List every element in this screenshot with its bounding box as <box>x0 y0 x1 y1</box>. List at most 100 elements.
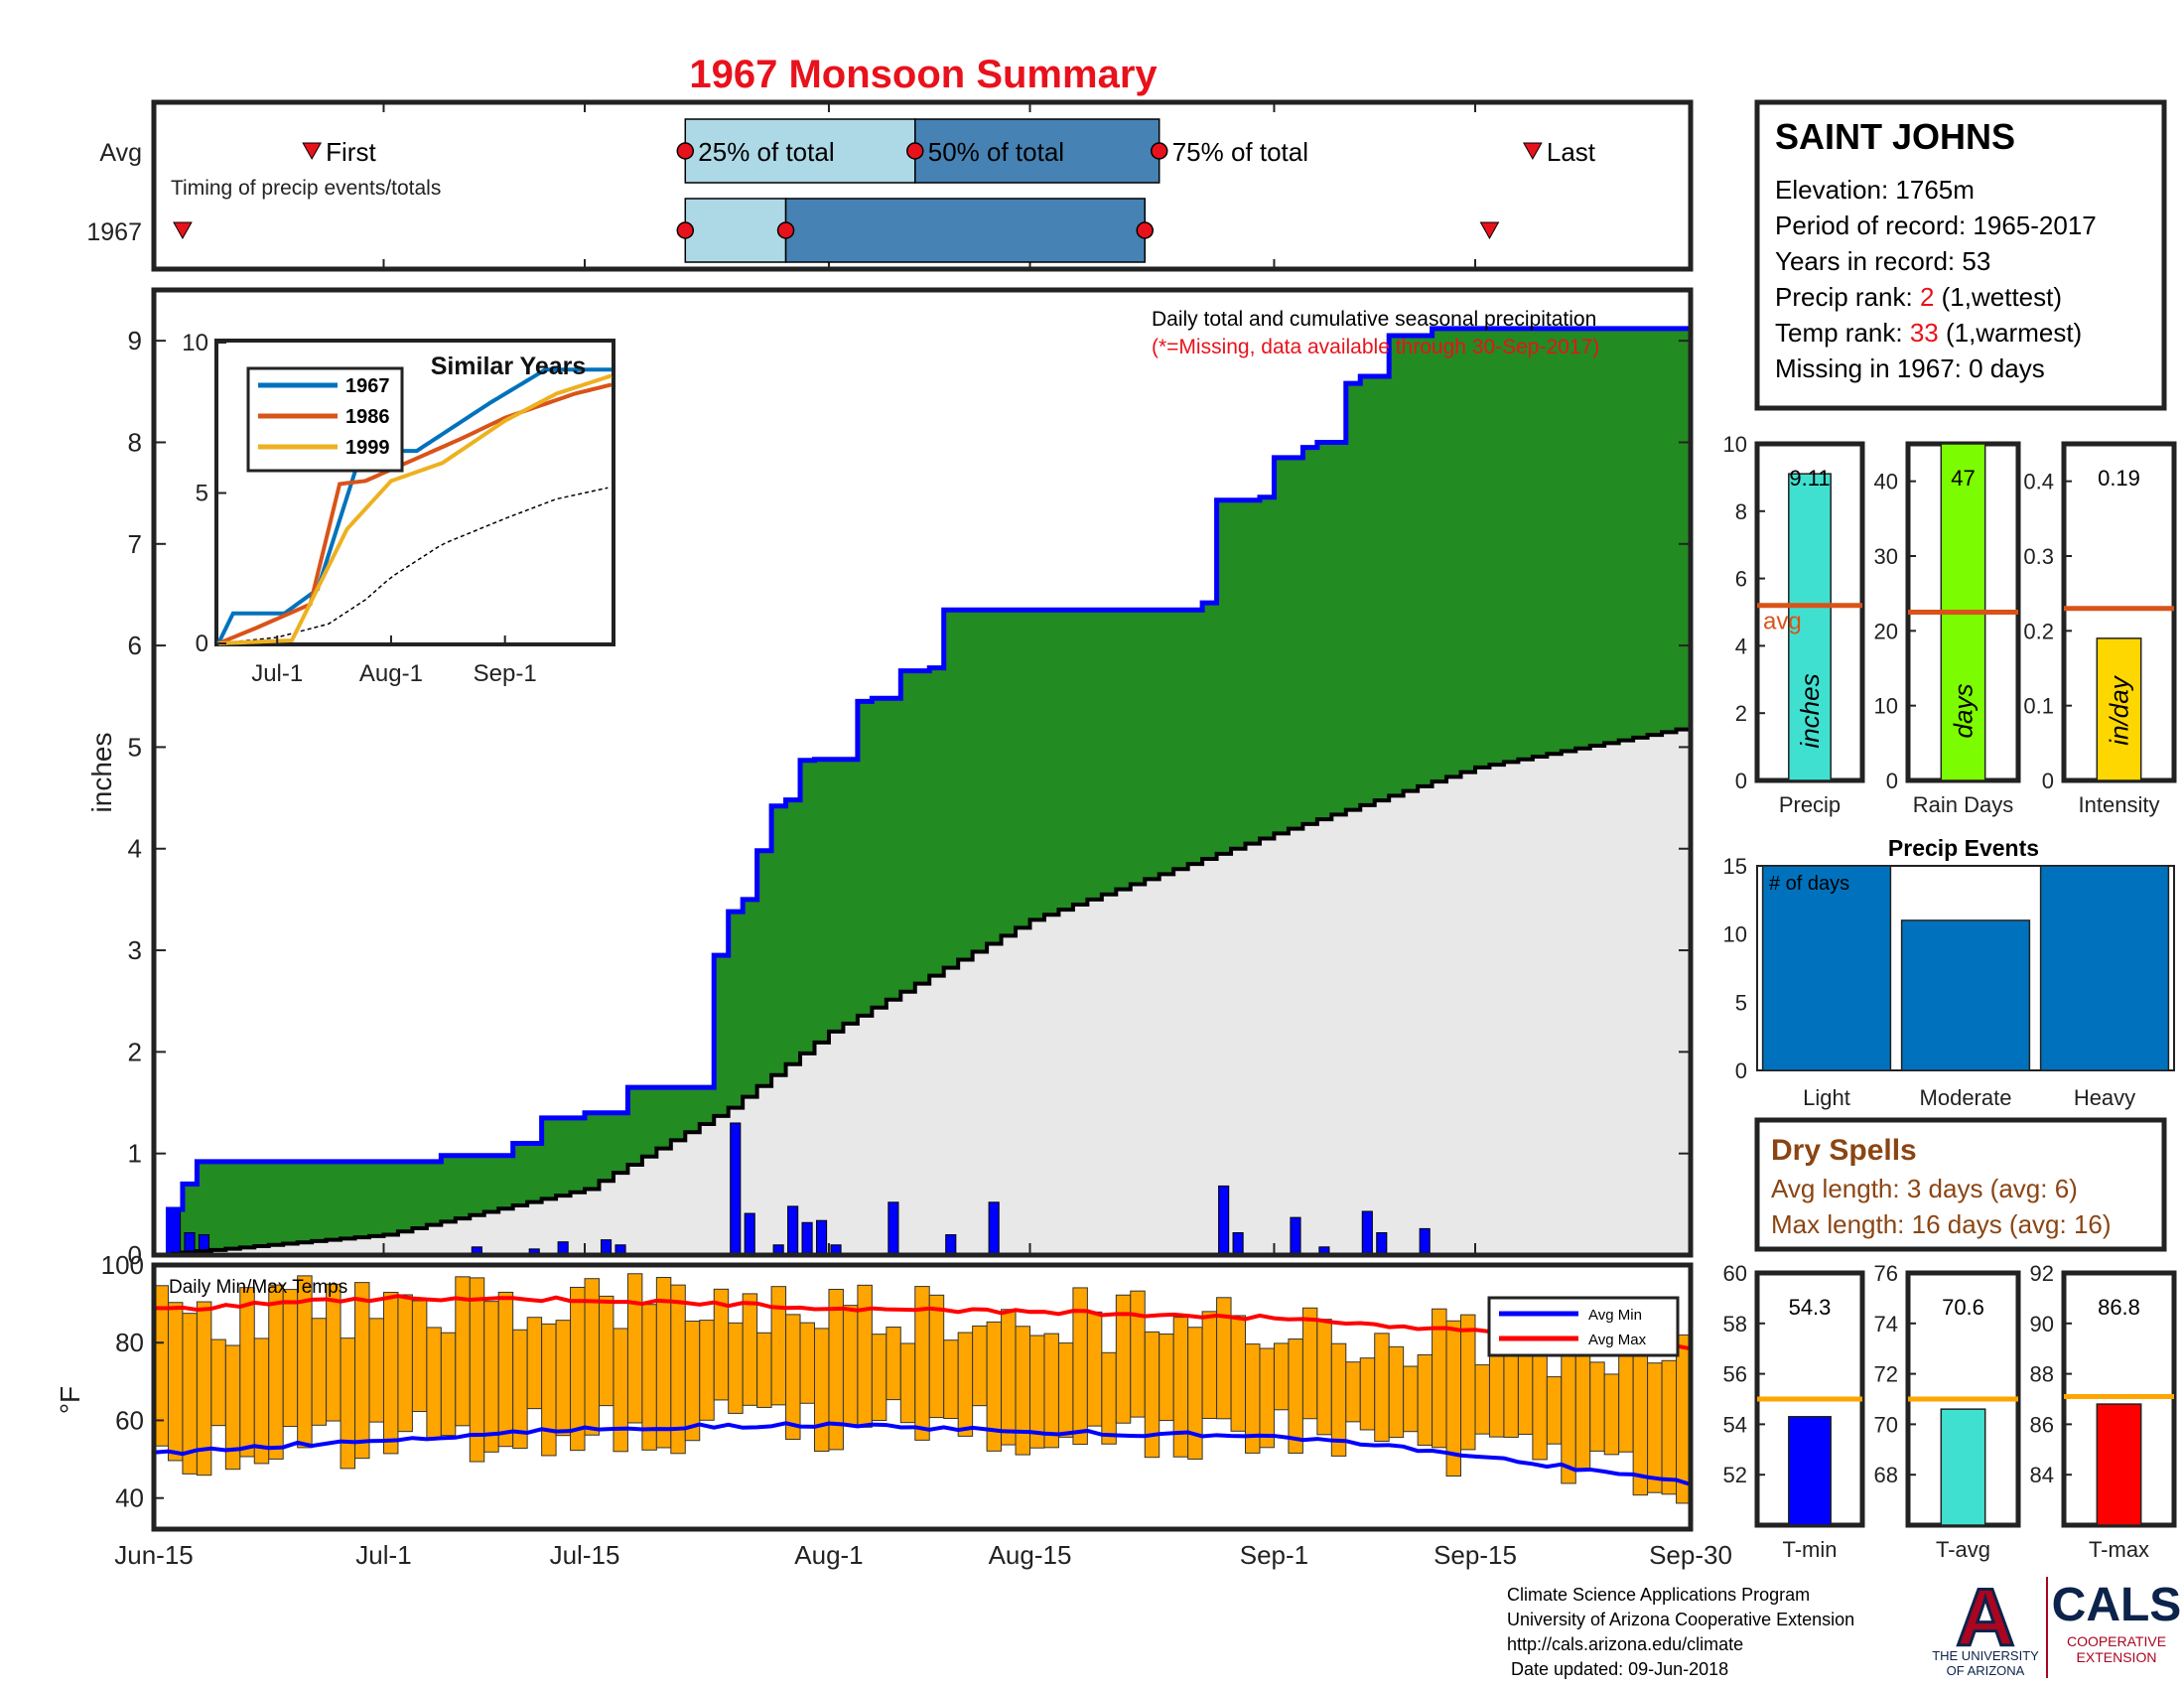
tavg-mini-chart-ytick-label: 74 <box>1874 1312 1898 1336</box>
year-q50-marker <box>776 221 795 239</box>
footer-line-4: Date updated: 09-Jun-2018 <box>1511 1659 1728 1679</box>
legend-label-avg-max: Avg Max <box>1588 1332 1647 1348</box>
ua-logo-line-1: THE UNIVERSITY <box>1932 1648 2039 1663</box>
inset-average-line <box>217 487 609 644</box>
raindays-mini-chart-ytick-label: 20 <box>1874 619 1898 643</box>
precip-mini-chart-ytick-label: 8 <box>1735 499 1747 524</box>
precip-mini-chart-ytick-label: 2 <box>1735 701 1747 726</box>
raindays-mini-chart-ytick-label: 10 <box>1874 694 1898 719</box>
daily-temp-bar <box>167 1302 184 1462</box>
inset-xtick-label: Jul-1 <box>251 660 303 687</box>
inset-xtick-label: Sep-1 <box>474 660 537 687</box>
tmin-mini-chart-xlabel: T-min <box>1783 1537 1838 1562</box>
xtick-label: Sep-30 <box>1649 1540 1732 1570</box>
university-of-arizona-logo: A THE UNIVERSITY OF ARIZONA CALS COOPERA… <box>1932 1572 2181 1678</box>
similar-years-inset: 0 5 10 Jul-1 Aug-1 Sep-1 Similar Years 1967 1… <box>182 330 615 687</box>
year-last-marker <box>1479 221 1500 240</box>
daily-temp-bar <box>756 1332 772 1408</box>
intensity-mini-chart-ytick-label: 0.3 <box>2023 544 2054 569</box>
precip-events-chart: Precip Events Light Moderate Heavy 0 5 10 15 # … <box>1723 835 2175 1110</box>
tmin-mini-chart-value-label: 54.3 <box>1789 1295 1832 1320</box>
timing-caption: Timing of precip events/totals <box>171 177 441 200</box>
precip-mini-chart-ytick-label: 10 <box>1723 432 1747 457</box>
tavg-mini-chart-xlabel: T-avg <box>1936 1537 1990 1562</box>
events-ytick-label: 15 <box>1723 854 1747 879</box>
inset-ytick-label: 5 <box>196 481 208 507</box>
daily-temp-bar <box>1230 1315 1247 1432</box>
avg-q25-q50-box <box>684 118 916 184</box>
daily-temp-bar <box>354 1282 370 1460</box>
events-title: Precip Events <box>1888 835 2039 861</box>
daily-temp-bar <box>1374 1333 1390 1443</box>
intensity-mini-chart-ytick-label: 0.2 <box>2023 619 2054 643</box>
daily-temp-bar <box>1417 1353 1433 1446</box>
temps-plot-frame <box>151 1262 1694 1532</box>
daily-temp-bar <box>598 1295 614 1407</box>
main-ytick-label: 4 <box>128 834 142 864</box>
year-q50-q75-box <box>784 198 1146 263</box>
footer-line-3: http://cals.arizona.edu/climate <box>1507 1634 1743 1654</box>
tmax-mini-chart-ytick-label: 88 <box>2030 1362 2054 1387</box>
xtick-label: Aug-1 <box>794 1540 863 1570</box>
dry-spells-panel: Dry Spells Avg length: 3 days (avg: 6) M… <box>1754 1117 2167 1252</box>
temps-ytick-label: 80 <box>115 1328 144 1357</box>
xtick-label: Jun-15 <box>114 1540 194 1570</box>
daily-temp-bar <box>1546 1376 1563 1445</box>
tmin-mini-chart-ytick-label: 56 <box>1723 1362 1747 1387</box>
station-years: Years in record: 53 <box>1775 246 1990 276</box>
daily-temp-bar <box>1359 1357 1376 1431</box>
tmin-mini-chart: 52 54 56 58 60 54.3 T-min <box>1723 1261 1865 1562</box>
daily-temp-bar <box>871 1334 887 1422</box>
daily-temp-bar <box>943 1339 959 1420</box>
avg-last-marker <box>1523 142 1543 161</box>
daily-temp-bar <box>1345 1361 1361 1423</box>
station-frame <box>1754 99 2167 411</box>
main-plot-frame <box>151 287 1694 1258</box>
year-first-marker <box>173 221 193 240</box>
daily-temp-bar <box>397 1294 413 1433</box>
main-note-2: (*=Missing, data available through 30-Se… <box>1152 336 1599 358</box>
q75-label: 75% of total <box>1172 137 1308 167</box>
main-ytick-label: 2 <box>128 1037 142 1066</box>
inset-ytick-label: 10 <box>182 330 208 356</box>
daily-temp-bar <box>411 1300 428 1413</box>
daily-temp-bar <box>785 1314 801 1441</box>
events-bar-heavy <box>2039 865 2170 1071</box>
daily-temp-bar <box>426 1327 442 1440</box>
year-q25-q50-box <box>684 198 787 263</box>
first-label: First <box>326 137 376 167</box>
daily-temp-bar <box>684 1321 701 1442</box>
xtick-label: Jul-15 <box>550 1540 620 1570</box>
daily-precip-bar <box>787 1205 799 1256</box>
temps-ylabel: °F <box>55 1386 85 1414</box>
daily-precip-bar <box>1361 1210 1373 1256</box>
last-label: Last <box>1547 137 1596 167</box>
daily-temp-bar <box>1403 1365 1419 1433</box>
raindays-mini-chart-ytick-label: 40 <box>1874 470 1898 494</box>
daily-temp-bar <box>1474 1364 1490 1435</box>
daily-temp-bar <box>728 1322 744 1414</box>
daily-temp-bar <box>928 1294 945 1419</box>
station-info-panel: SAINT JOHNS Elevation: 1765m Period of r… <box>1754 99 2167 411</box>
daily-temp-bar <box>210 1338 226 1427</box>
main-ylabel: inches <box>86 733 117 813</box>
intensity-mini-chart-value-label: 0.19 <box>2098 466 2140 491</box>
daily-precip-bar <box>815 1219 828 1256</box>
inset-ytick-label: 0 <box>196 631 208 657</box>
inset-series-1967 <box>216 367 612 644</box>
legend-label-avg-min: Avg Min <box>1588 1307 1642 1324</box>
legend-label-1986: 1986 <box>345 406 390 428</box>
daily-precip-bar <box>801 1221 813 1256</box>
daily-temp-bar <box>1187 1327 1203 1460</box>
daily-precip-bar <box>169 1208 182 1256</box>
dry-spells-max: Max length: 16 days (avg: 16) <box>1771 1209 2112 1239</box>
daily-temp-bar <box>1101 1351 1117 1445</box>
daily-temp-bar <box>1172 1317 1189 1458</box>
inset-series-1999 <box>217 373 613 645</box>
daily-temp-bar <box>1201 1311 1218 1419</box>
daily-temp-bar <box>1301 1307 1318 1420</box>
average-cumulative-line <box>154 726 1693 1257</box>
daily-temp-bar <box>1086 1311 1103 1427</box>
